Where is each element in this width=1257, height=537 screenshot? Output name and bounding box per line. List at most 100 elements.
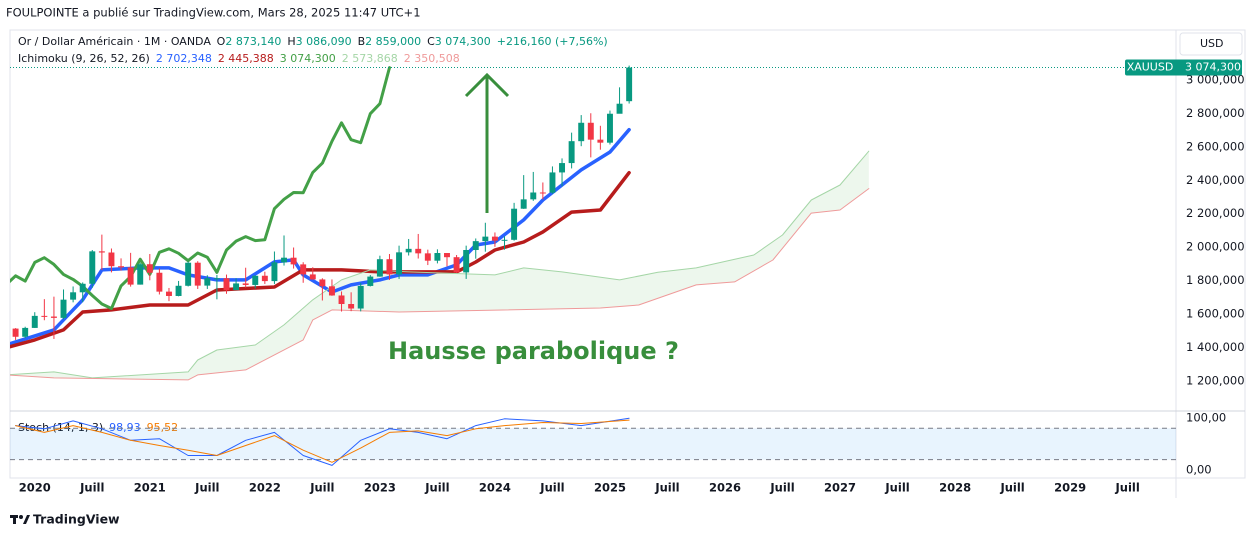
y-tick-label: 1 400,000 (1186, 340, 1245, 354)
candle-body (501, 239, 508, 241)
x-tick-label: 2020 (19, 481, 51, 495)
stoch-plot (10, 417, 1176, 466)
x-tick-label: Juill (424, 481, 449, 495)
ohlc-value: 3 086,090 (296, 35, 352, 48)
candle-body (223, 278, 230, 291)
x-tick-label: 2021 (134, 481, 166, 495)
ohlc-key: H (287, 35, 295, 48)
currency-box (1179, 32, 1243, 56)
indicator-value: 2 445,388 (218, 52, 274, 65)
logo (10, 515, 30, 524)
y-tick-label: 1 800,000 (1186, 273, 1245, 287)
stoch-value: 98,93 (109, 421, 141, 434)
candle-body (626, 67, 633, 102)
x-tick-label: 2025 (594, 481, 626, 495)
candle-body (463, 250, 470, 273)
candle-body (41, 315, 48, 317)
arrow (464, 72, 510, 213)
candle-body (79, 283, 86, 293)
y-tick-label: 0,00 (1186, 463, 1212, 477)
y-tick-label: 2 600,000 (1186, 139, 1245, 153)
candle-body (261, 275, 268, 282)
candle-body (213, 278, 220, 280)
annotation: Hausse parabolique ? (388, 337, 679, 365)
x-tick-label: Juill (654, 481, 679, 495)
candle-body (175, 285, 182, 296)
publisher: FOULPOINTE a publié sur TradingView.com,… (6, 6, 421, 20)
candle-body (22, 327, 29, 337)
y-tick-label: 1 200,000 (1186, 373, 1245, 387)
x-tick-label: Juill (194, 481, 219, 495)
candle-body (166, 291, 172, 296)
price-tag (1125, 59, 1242, 76)
indicator-legend: Ichimoku (9, 26, 52, 26) 2 702,348 2 445,3… (18, 52, 460, 65)
candle-body (60, 299, 67, 318)
candle-body (338, 295, 345, 305)
indicator-line (15, 417, 630, 466)
x-tick-label: 2028 (939, 481, 971, 495)
indicator-value: 3 074,300 (280, 52, 336, 65)
change: +216,160 (+7,56%) (497, 35, 608, 48)
stoch-band (10, 428, 1176, 460)
ohlc-key: O (217, 35, 226, 48)
candle-body (396, 252, 403, 275)
candle-body (290, 257, 297, 265)
x-tick-label: 2023 (364, 481, 396, 495)
ohlc-value: 3 074,300 (435, 35, 491, 48)
x-tick-label: 2029 (1054, 481, 1086, 495)
y-tick-label: 2 200,000 (1186, 206, 1245, 220)
candle-body (12, 328, 19, 337)
candle-body (108, 252, 115, 267)
candle-body (98, 251, 105, 253)
candle-body (194, 262, 201, 286)
candle-body (539, 192, 546, 194)
y-tick-label: 2 800,000 (1186, 106, 1245, 120)
x-tick-label: Juill (999, 481, 1024, 495)
x-tick-label: 2024 (479, 481, 511, 495)
candle-body (415, 248, 422, 254)
candle-body (242, 283, 249, 285)
indicator-value: 2 350,508 (404, 52, 460, 65)
indicator-line (15, 419, 630, 463)
candle-body (511, 208, 518, 240)
candle-body (444, 253, 450, 258)
indicator-name: Ichimoku (9, 26, 52, 26) (18, 52, 150, 65)
candle-body (376, 259, 383, 277)
candle-body (616, 103, 623, 114)
x-tick-label: Juill (79, 481, 104, 495)
candle-body (31, 315, 38, 328)
indicator-value: 2 702,348 (156, 52, 212, 65)
candle-body (367, 276, 374, 286)
candle-body (568, 141, 575, 164)
candle-body (3, 329, 9, 336)
candle-body (587, 122, 594, 140)
candle-body (491, 236, 498, 241)
candle-body (309, 274, 316, 280)
candle-body (252, 275, 259, 285)
indicator-line (10, 150, 870, 379)
candle-body (482, 236, 489, 242)
candle-body (127, 267, 134, 285)
candle-body (453, 257, 460, 273)
indicator-line (10, 188, 870, 381)
y-tick-label: 2 000,000 (1186, 240, 1245, 254)
y-tick-label: 3 000,000 (1186, 72, 1245, 86)
candle-body (156, 272, 163, 292)
symbol: Or / Dollar Américain · 1M · OANDA (18, 35, 211, 48)
indicator-line (10, 170, 631, 349)
candle-body (520, 199, 527, 209)
x-tick-label: Juill (539, 481, 564, 495)
legend-row: Or / Dollar Américain · 1M · OANDA O2 873… (18, 35, 608, 48)
candle-body (146, 264, 153, 273)
candle-body (559, 163, 566, 173)
candle-body (549, 172, 556, 193)
candle-body (424, 253, 431, 261)
candle-body (281, 257, 287, 263)
x-tick-label: Juill (884, 481, 909, 495)
x-tick-label: 2027 (824, 481, 856, 495)
candle-body (271, 262, 278, 282)
candle-body (578, 122, 585, 142)
candle-body (300, 264, 307, 275)
